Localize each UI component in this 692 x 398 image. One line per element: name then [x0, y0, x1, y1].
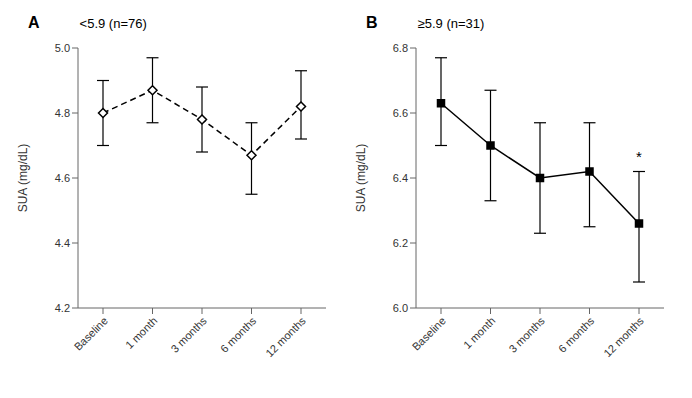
- html-text:≥5.9 (n=31): ≥5.9 (n=31): [417, 15, 485, 31]
- svg-text:4.6: 4.6: [55, 172, 70, 184]
- svg-text:SUA (mg/dL): SUA (mg/dL): [354, 144, 368, 213]
- svg-text:4.4: 4.4: [55, 237, 70, 249]
- svg-text:Baseline: Baseline: [410, 314, 448, 352]
- svg-text:6.0: 6.0: [393, 302, 408, 314]
- svg-text:5.0: 5.0: [55, 42, 70, 54]
- svg-text:1 month: 1 month: [461, 314, 498, 351]
- svg-text:6 months: 6 months: [218, 314, 259, 355]
- svg-text:1 month: 1 month: [123, 314, 160, 351]
- svg-text:12 months: 12 months: [263, 314, 308, 359]
- svg-text:3 months: 3 months: [506, 314, 547, 355]
- svg-text:6.2: 6.2: [393, 237, 408, 249]
- html-text:<5.9 (n=76): <5.9 (n=76): [79, 15, 147, 31]
- svg-text:6.6: 6.6: [393, 107, 408, 119]
- svg-text:Baseline: Baseline: [72, 314, 110, 352]
- svg-text:6.4: 6.4: [393, 172, 408, 184]
- html-text:B: B: [366, 14, 378, 31]
- html-text:A: A: [28, 14, 40, 31]
- svg-text:6 months: 6 months: [556, 314, 597, 355]
- svg-text:*: *: [636, 148, 642, 165]
- svg-text:6.8: 6.8: [393, 42, 408, 54]
- svg-text:4.2: 4.2: [55, 302, 70, 314]
- svg-text:SUA (mg/dL): SUA (mg/dL): [16, 144, 30, 213]
- svg-text:3 months: 3 months: [168, 314, 209, 355]
- svg-text:4.8: 4.8: [55, 107, 70, 119]
- svg-text:12 months: 12 months: [601, 314, 646, 359]
